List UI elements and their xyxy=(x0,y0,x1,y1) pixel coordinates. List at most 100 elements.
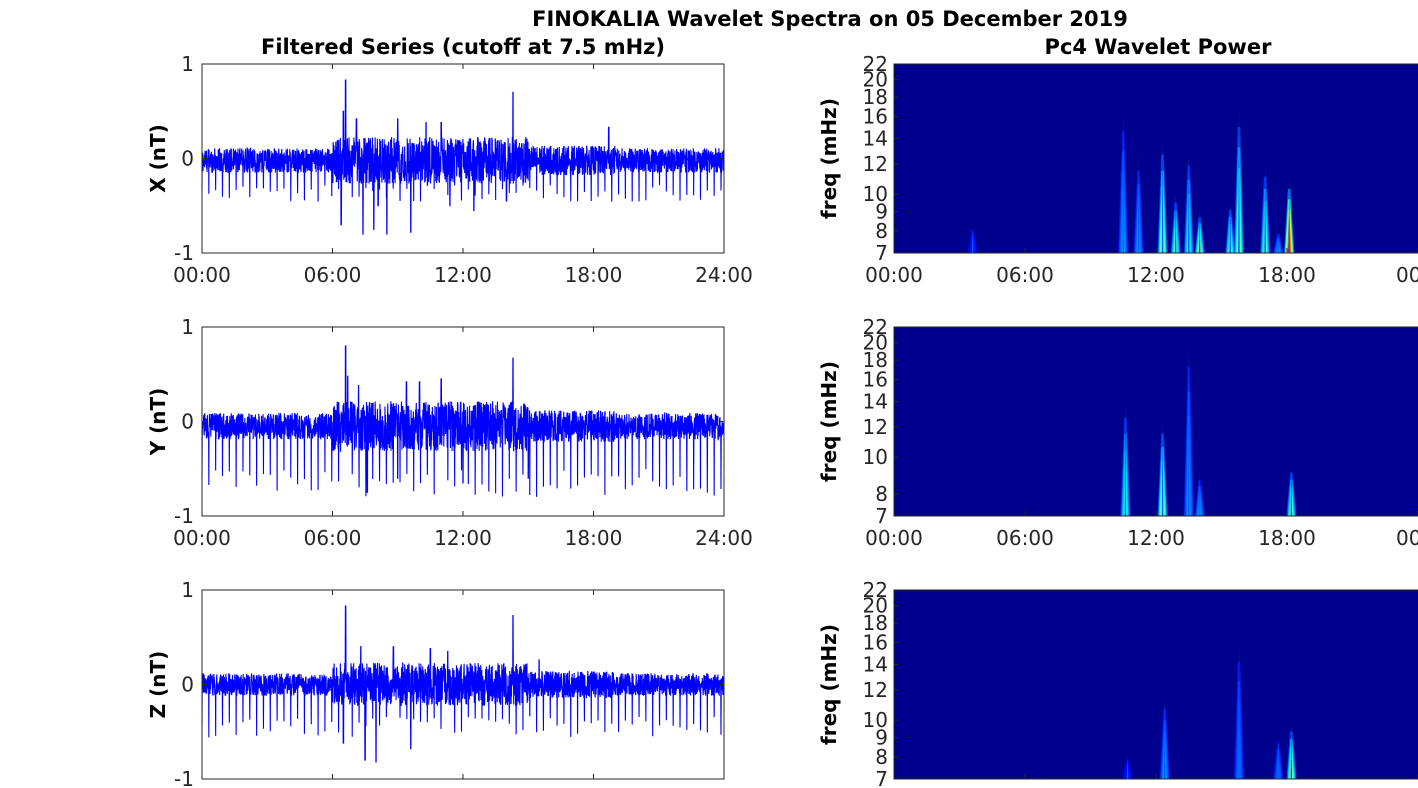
ytick-label: 16 xyxy=(863,368,888,392)
xtick-label: 12:00 xyxy=(434,263,492,287)
axes-frame-Y power xyxy=(893,326,1418,517)
power-burst-tip xyxy=(1238,106,1240,253)
axes-frame-Z power xyxy=(893,589,1418,780)
ytick-label: 10 xyxy=(863,182,888,206)
plot-area: 10-100:00 06:00 12:00 18:00 24:00X (nT)10-10… xyxy=(146,52,1418,788)
xtick-label: 00:00 xyxy=(173,526,231,550)
ytick-label: 18 xyxy=(863,611,888,635)
xtick-label: 12:00 xyxy=(1127,263,1185,287)
ytick-label: 12 xyxy=(863,415,888,439)
ytick-label: 22 xyxy=(863,315,888,339)
ytick-label: 16 xyxy=(863,105,888,129)
power-burst-tip xyxy=(1137,157,1140,253)
power-bursts-Z power xyxy=(1122,642,1297,779)
power-bg-X power xyxy=(894,64,1418,253)
power-burst-tip xyxy=(1187,342,1190,516)
power-bursts-Y power xyxy=(1120,342,1297,516)
right-column-title: Pc4 Wavelet Power xyxy=(1045,35,1273,59)
ylabel-Y power: freq (mHz) xyxy=(817,361,841,482)
xtick-label: 00:00 xyxy=(173,263,231,287)
ytick-label: 12 xyxy=(863,678,888,702)
ytick-label: 8 xyxy=(875,219,888,243)
power-bg-Z power xyxy=(894,590,1418,779)
ytick-label: 18 xyxy=(863,85,888,109)
ytick-label: 12 xyxy=(863,152,888,176)
xtick-label: 18:00 xyxy=(1258,263,1316,287)
ytick-label: 0 xyxy=(181,673,194,697)
ylabel-Y: Y (nT) xyxy=(146,388,170,457)
ytick-label: 14 xyxy=(863,127,888,151)
xtick-label: 12:00 xyxy=(434,526,492,550)
power-burst-tip xyxy=(1161,420,1164,516)
power-burst-tip xyxy=(1288,178,1290,253)
ytick-label: 18 xyxy=(863,348,888,372)
ytick-label: 14 xyxy=(863,390,888,414)
power-burst-tip xyxy=(1163,697,1166,779)
ytick-label: 20 xyxy=(863,68,888,92)
ytick-label: 22 xyxy=(863,578,888,602)
ytick-label: 7 xyxy=(875,504,888,528)
xtick-label: 12:00 xyxy=(1127,526,1185,550)
ylabel-Z: Z (nT) xyxy=(146,651,170,719)
power-burst-tip xyxy=(1264,164,1266,253)
power-burst-tip xyxy=(1198,474,1201,516)
power-burst-tip xyxy=(1126,756,1129,779)
ytick-label: 1 xyxy=(181,315,194,339)
ytick-label: 1 xyxy=(181,578,194,602)
ytick-label: 22 xyxy=(863,52,888,76)
ytick-label: 7 xyxy=(875,767,888,788)
power-burst-tip xyxy=(1277,737,1280,779)
ylabel-Z power: freq (mHz) xyxy=(817,624,841,745)
power-bg-Y power xyxy=(894,327,1418,516)
ytick-label: 16 xyxy=(863,631,888,655)
xtick-label: 00 xyxy=(1396,526,1418,550)
series-line-Z xyxy=(201,605,725,763)
power-burst-tip xyxy=(1122,111,1125,253)
ytick-label: 10 xyxy=(863,708,888,732)
xtick-label: 18:00 xyxy=(1258,526,1316,550)
ylabel-X power: freq (mHz) xyxy=(817,98,841,219)
ylabel-X: X (nT) xyxy=(146,124,170,193)
power-burst-tip xyxy=(1124,401,1127,516)
ytick-label: 8 xyxy=(875,482,888,506)
xtick-label: 00:00 xyxy=(865,263,923,287)
ytick-label: 9 xyxy=(875,200,888,224)
power-bursts-X power xyxy=(967,106,1295,253)
ytick-label: 10 xyxy=(863,445,888,469)
power-burst-tip xyxy=(1174,194,1177,253)
xtick-label: 00:00 xyxy=(865,526,923,550)
xtick-label: 24:00 xyxy=(695,526,753,550)
ytick-label: 20 xyxy=(863,594,888,618)
ytick-label: 7 xyxy=(875,241,888,265)
left-column-title: Filtered Series (cutoff at 7.5 mHz) xyxy=(261,35,665,59)
ytick-label: 8 xyxy=(875,745,888,769)
xtick-label: 06:00 xyxy=(996,526,1054,550)
xtick-label: 18:00 xyxy=(565,263,623,287)
ytick-label: 0 xyxy=(181,147,194,171)
ytick-label: 20 xyxy=(863,331,888,355)
series-line-X xyxy=(201,79,725,235)
xtick-label: 06:00 xyxy=(304,263,362,287)
ytick-label: 14 xyxy=(863,653,888,677)
power-burst-tip xyxy=(1238,642,1240,779)
power-burst-tip xyxy=(1161,138,1164,253)
ytick-label: 0 xyxy=(181,410,194,434)
xtick-label: 24:00 xyxy=(695,263,753,287)
ytick-label: -1 xyxy=(174,241,194,265)
series-line-Y xyxy=(201,345,725,497)
xtick-label: 06:00 xyxy=(996,263,1054,287)
figure-title: FINOKALIA Wavelet Spectra on 05 December… xyxy=(532,7,1128,31)
xtick-label: 00 xyxy=(1396,263,1418,287)
power-burst-tip xyxy=(1198,211,1201,253)
ytick-label: -1 xyxy=(174,504,194,528)
power-burst-tip xyxy=(1290,723,1293,779)
ytick-label: 9 xyxy=(875,726,888,750)
power-burst-tip xyxy=(1290,465,1293,516)
power-burst-tip xyxy=(971,226,974,253)
ytick-label: -1 xyxy=(174,767,194,788)
power-burst-tip xyxy=(1229,202,1232,253)
ytick-label: 1 xyxy=(181,52,194,76)
xtick-label: 18:00 xyxy=(565,526,623,550)
axes-frame-X power xyxy=(893,63,1418,254)
